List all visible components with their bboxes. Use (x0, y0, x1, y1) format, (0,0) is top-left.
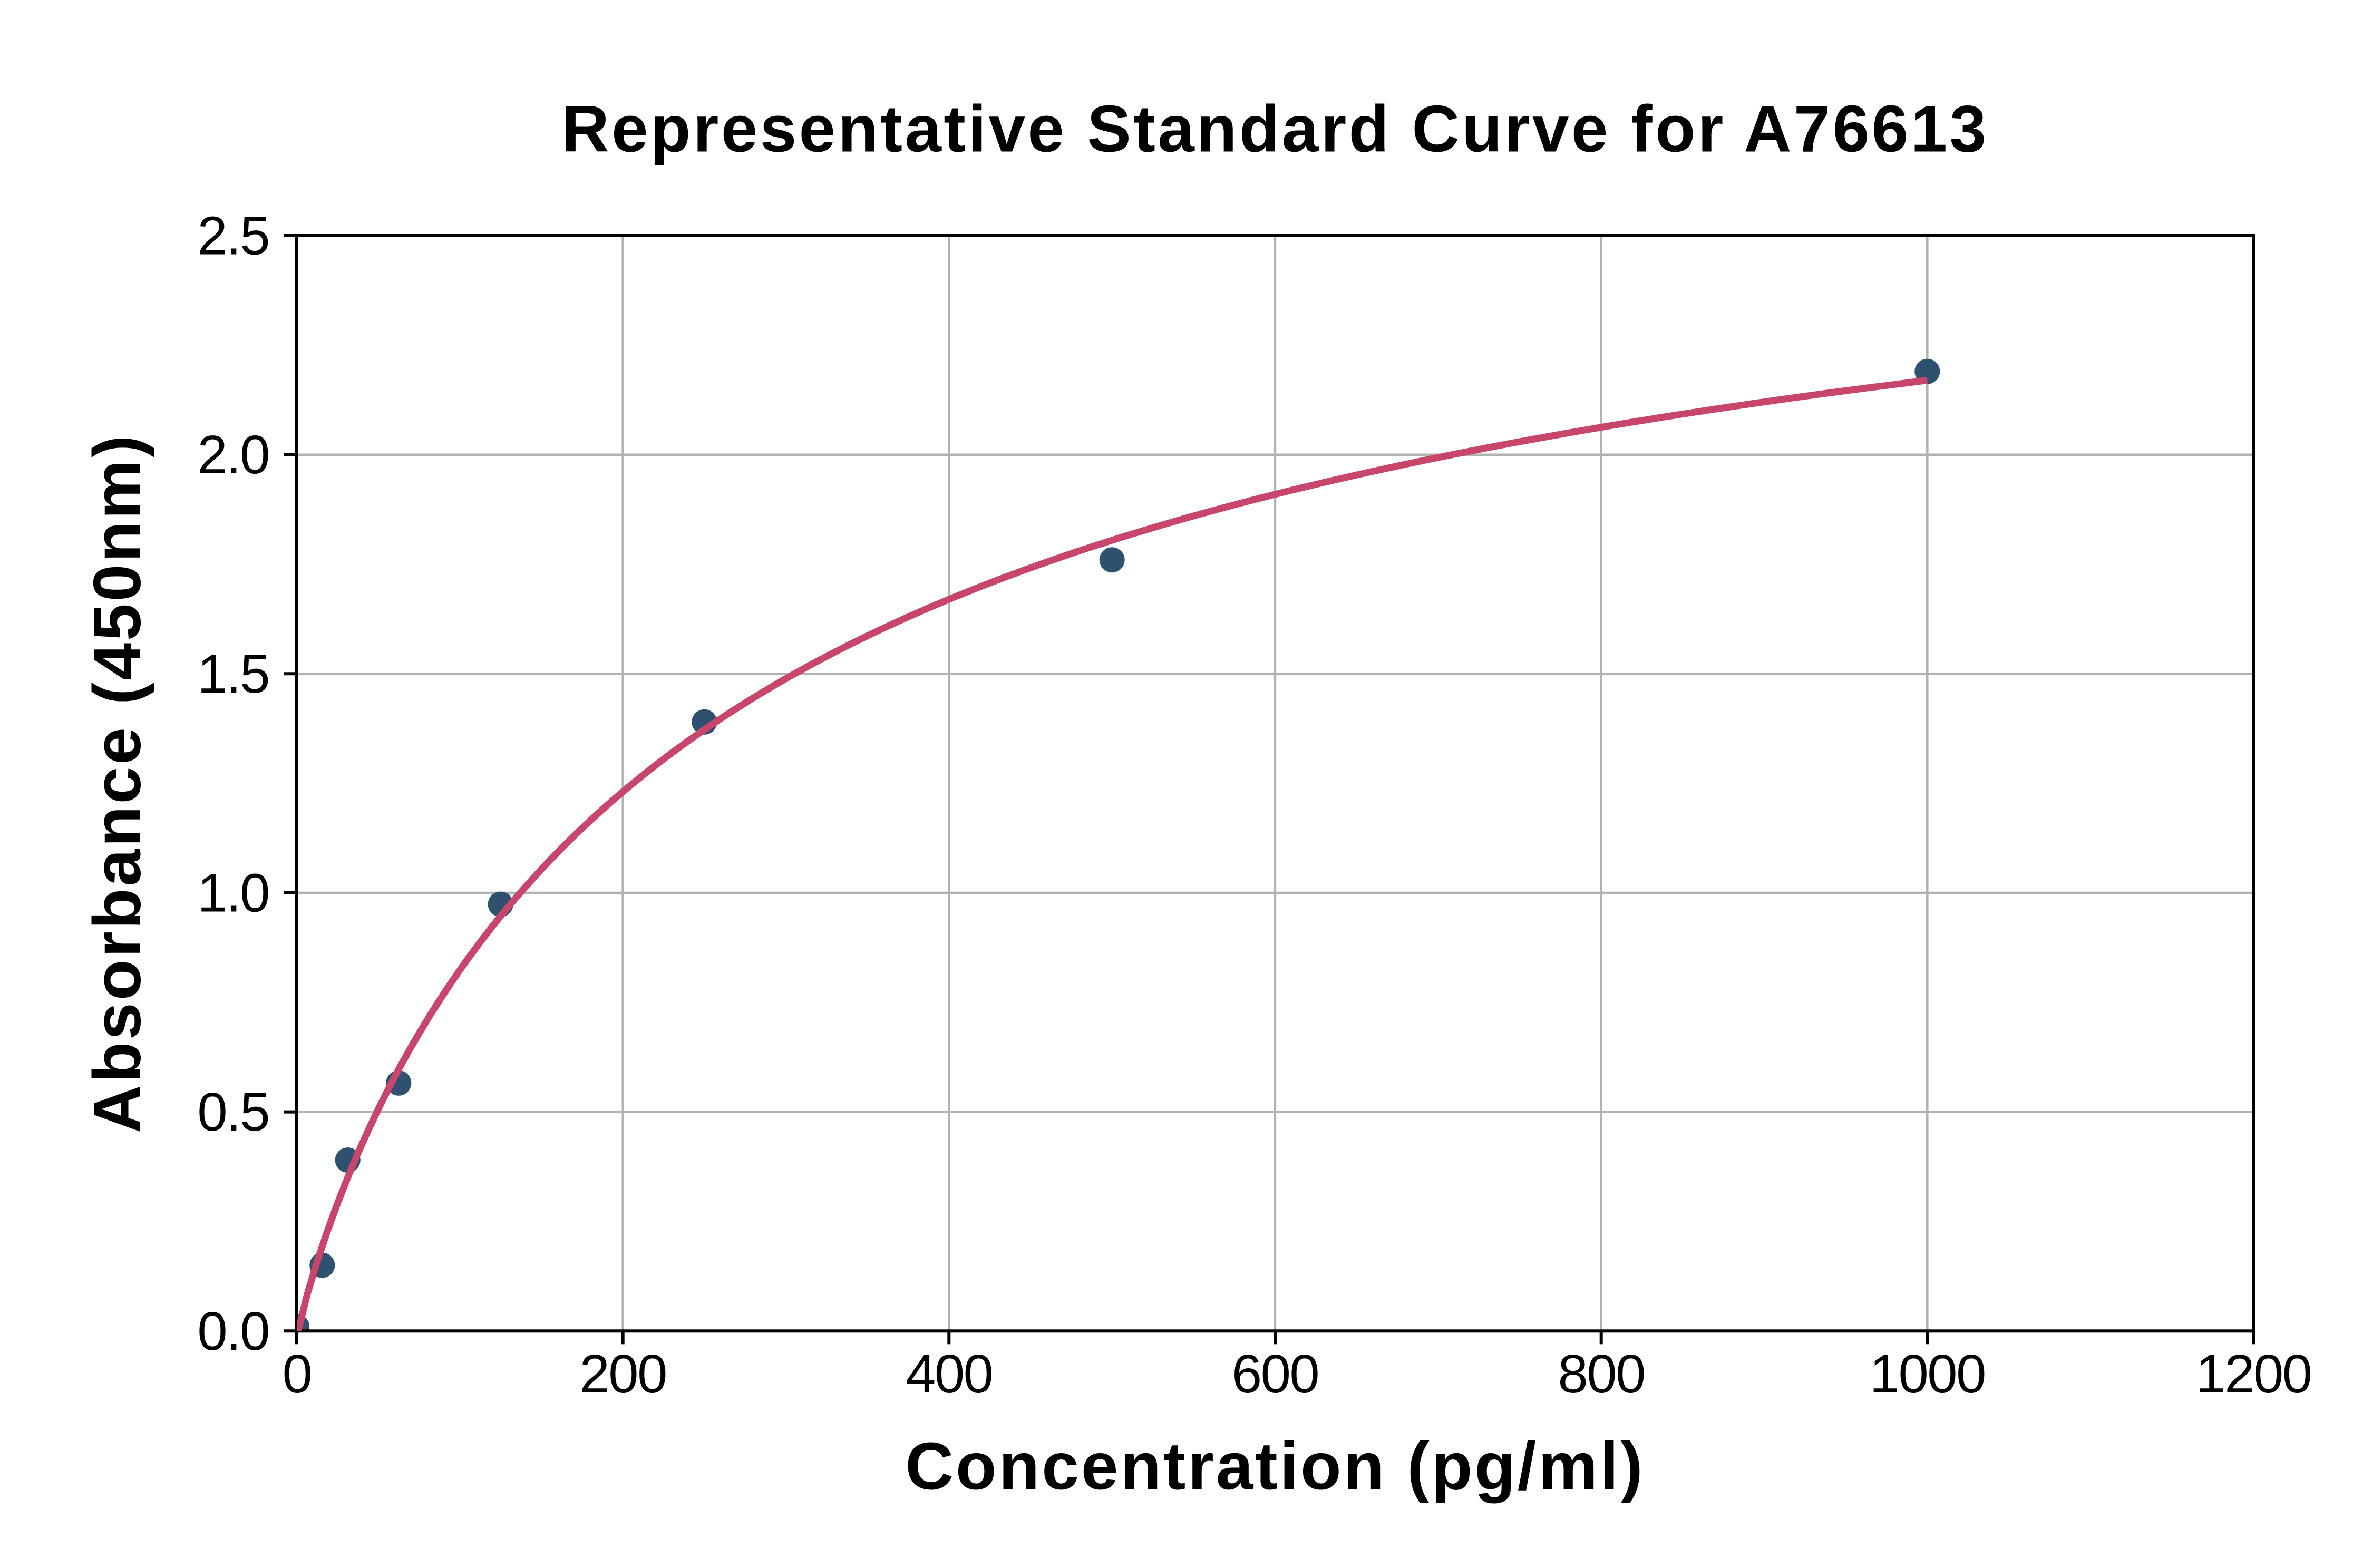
svg-text:0.0: 0.0 (197, 1301, 269, 1361)
svg-text:800: 800 (1558, 1343, 1645, 1404)
svg-text:0.5: 0.5 (197, 1082, 269, 1142)
svg-text:1.5: 1.5 (197, 644, 269, 704)
svg-text:1200: 1200 (2195, 1343, 2311, 1404)
svg-text:1000: 1000 (1870, 1343, 1985, 1404)
svg-text:2.0: 2.0 (197, 424, 269, 485)
svg-text:600: 600 (1232, 1343, 1318, 1404)
svg-text:400: 400 (906, 1343, 992, 1404)
svg-text:1.0: 1.0 (197, 863, 269, 923)
svg-text:200: 200 (580, 1343, 666, 1404)
svg-text:0: 0 (283, 1343, 312, 1404)
svg-text:Absorbance (450nm): Absorbance (450nm) (80, 433, 154, 1133)
svg-text:Representative Standard Curve: Representative Standard Curve for A76613 (561, 93, 1988, 166)
svg-text:2.5: 2.5 (197, 206, 269, 266)
svg-text:Concentration (pg/ml): Concentration (pg/ml) (905, 1428, 1645, 1503)
